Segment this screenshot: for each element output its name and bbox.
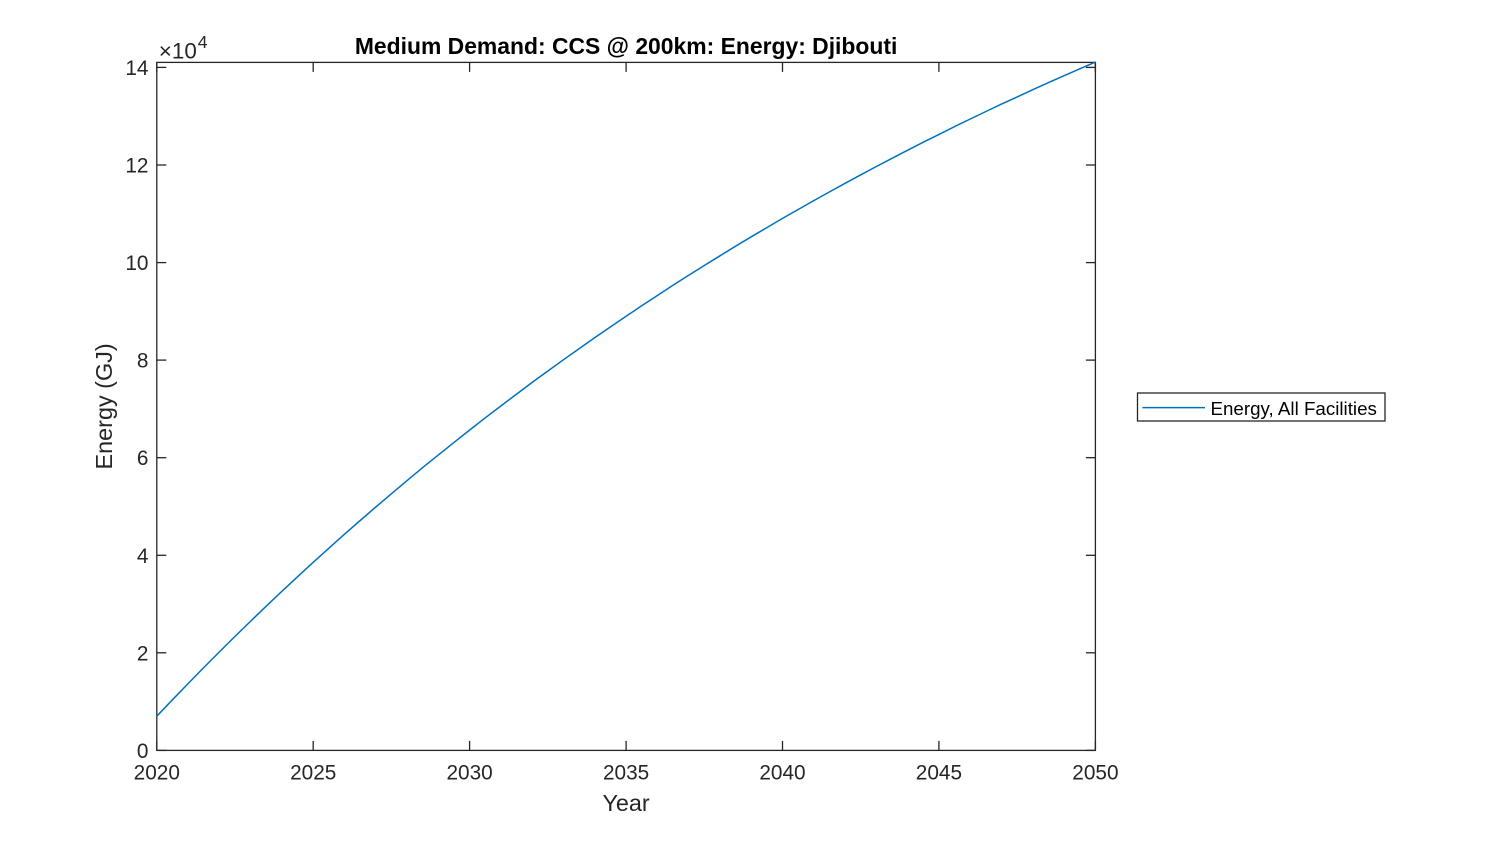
svg-text:4: 4 — [137, 545, 149, 568]
svg-text:10: 10 — [125, 252, 148, 275]
svg-text:12: 12 — [125, 155, 148, 178]
svg-text:8: 8 — [137, 350, 149, 373]
svg-text:Energy (GJ): Energy (GJ) — [91, 343, 117, 469]
svg-text:4: 4 — [198, 32, 208, 52]
svg-text:0: 0 — [137, 740, 149, 763]
svg-text:2050: 2050 — [1072, 762, 1118, 785]
svg-text:6: 6 — [137, 447, 149, 470]
svg-text:2035: 2035 — [603, 762, 649, 785]
svg-text:Energy, All Facilities: Energy, All Facilities — [1211, 398, 1377, 419]
svg-text:Year: Year — [602, 790, 649, 816]
svg-text:2030: 2030 — [446, 762, 492, 785]
svg-text:Medium Demand: CCS @ 200km: En: Medium Demand: CCS @ 200km: Energy: Djib… — [355, 33, 898, 59]
svg-text:2020: 2020 — [134, 762, 180, 785]
svg-text:2025: 2025 — [290, 762, 336, 785]
svg-text:2045: 2045 — [916, 762, 962, 785]
svg-text:2: 2 — [137, 642, 149, 665]
svg-text:×10: ×10 — [159, 39, 197, 64]
svg-text:14: 14 — [125, 57, 148, 80]
svg-text:2040: 2040 — [759, 762, 805, 785]
